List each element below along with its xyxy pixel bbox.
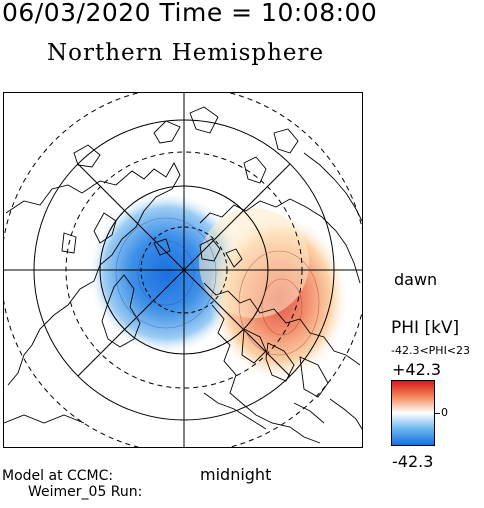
- run-credit: Weimer_05 Run:: [28, 484, 143, 500]
- dawn-label: dawn: [394, 270, 438, 289]
- polar-map: [4, 93, 362, 447]
- meridians: [4, 93, 362, 447]
- map-frame: [3, 92, 363, 448]
- colorbar-title: PHI [kV]: [391, 318, 460, 338]
- midnight-label: midnight: [200, 465, 272, 484]
- colorbar-range: -42.3<PHI<23: [391, 344, 471, 357]
- positive-potential-halo: [199, 208, 309, 318]
- colorbar: [391, 380, 435, 446]
- model-credit: Model at CCMC:: [2, 468, 114, 484]
- colorbar-max-label: +42.3: [392, 360, 442, 379]
- timestamp: 06/03/2020 Time = 10:08:00: [2, 0, 378, 27]
- map-title: Northern Hemisphere: [47, 40, 325, 66]
- potential-contours: [115, 217, 217, 329]
- coastlines: [4, 106, 362, 444]
- colorbar-min-label: -42.3: [392, 452, 434, 471]
- colorbar-zero-label: 0: [441, 406, 448, 419]
- positive-contours: [238, 250, 320, 356]
- colorbar-zero-tick: [435, 413, 440, 414]
